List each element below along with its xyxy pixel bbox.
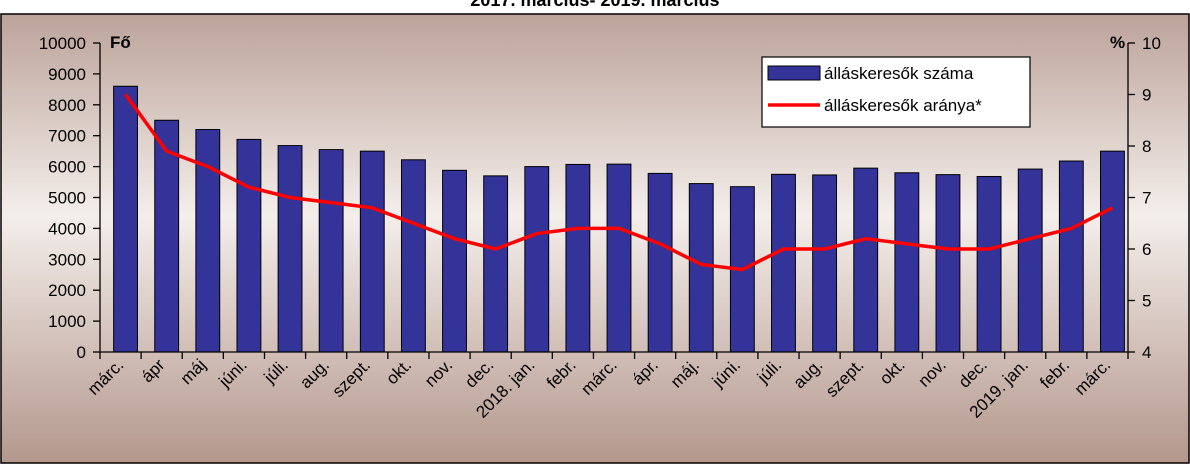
bar	[236, 138, 262, 353]
bar	[935, 174, 961, 353]
chart-title: 2017. március- 2019. március	[470, 0, 719, 10]
bar	[1058, 160, 1084, 353]
legend-label: álláskeresők aránya*	[824, 96, 982, 115]
bar	[400, 159, 426, 353]
bar	[318, 149, 344, 353]
bar	[853, 167, 879, 353]
y-tick-label: 8000	[48, 96, 86, 115]
y-tick-label: 4000	[48, 219, 86, 238]
bar	[812, 174, 838, 353]
bar	[113, 85, 138, 353]
legend-swatch	[767, 65, 821, 81]
bar	[976, 175, 1002, 353]
y-tick-label: 1000	[48, 312, 86, 331]
y-tick-label: 5000	[48, 189, 86, 208]
y-tick-label: 6000	[48, 158, 86, 177]
y2-tick-label: 10	[1142, 34, 1161, 53]
bar	[359, 150, 385, 353]
y2-axis-label: %	[1110, 33, 1125, 52]
y2-tick-label: 4	[1142, 343, 1151, 362]
bar	[606, 163, 632, 353]
bar	[483, 175, 509, 353]
y-tick-label: 9000	[48, 65, 86, 84]
y-tick-label: 10000	[39, 34, 86, 53]
y-tick-label: 3000	[48, 250, 86, 269]
bar	[1017, 168, 1043, 353]
y-tick-label: 0	[77, 343, 86, 362]
bar	[1100, 150, 1125, 353]
y2-tick-label: 9	[1142, 86, 1151, 105]
y2-tick-label: 6	[1142, 240, 1151, 259]
y2-tick-label: 5	[1142, 292, 1151, 311]
bar	[894, 172, 920, 353]
bar	[647, 172, 673, 353]
y-axis-label: Fő	[110, 33, 131, 52]
line	[124, 93, 1114, 272]
bar	[524, 166, 550, 353]
y-tick-label: 7000	[48, 127, 86, 146]
bar	[688, 183, 714, 353]
bar	[442, 169, 467, 353]
y2-tick-label: 8	[1142, 137, 1151, 156]
legend-label: álláskeresők száma	[824, 64, 974, 83]
bar	[771, 173, 796, 353]
y-tick-label: 2000	[48, 281, 86, 300]
bar	[277, 145, 303, 353]
bar	[565, 163, 591, 353]
y2-tick-label: 7	[1142, 189, 1151, 208]
